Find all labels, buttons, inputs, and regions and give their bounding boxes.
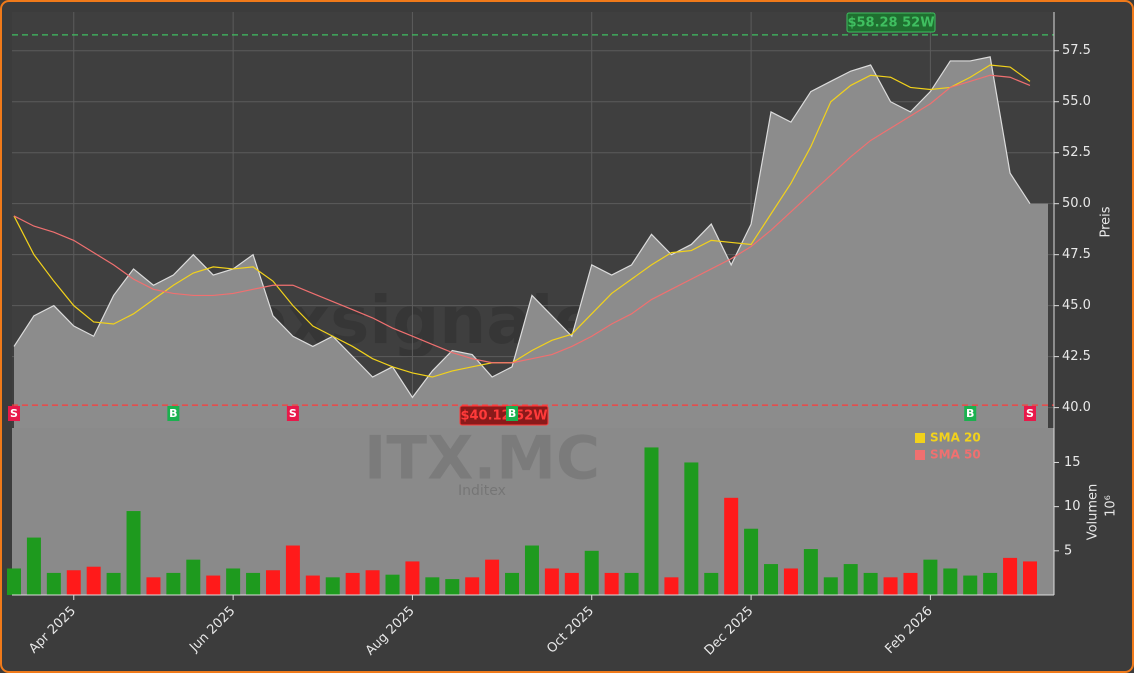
volume-bar <box>604 572 619 595</box>
y-tick-label: 40.0 <box>1062 400 1091 415</box>
high-box <box>846 12 936 33</box>
y-tick-label: 42.5 <box>1062 349 1091 364</box>
volume-bar <box>923 559 938 595</box>
volume-bar <box>126 511 141 595</box>
ticker-watermark: ITX.MC <box>364 424 600 494</box>
high-label: $58.28 52W <box>847 16 934 31</box>
volume-bar <box>226 568 241 595</box>
volume-bar <box>265 570 280 595</box>
y-tick-label: 45.0 <box>1062 298 1091 313</box>
signal-label: S <box>10 407 18 420</box>
volume-bar <box>7 568 21 595</box>
y-tick-label: 52.5 <box>1062 145 1091 160</box>
volume-tick-label: 5 <box>1064 543 1072 558</box>
volume-bar <box>365 570 380 595</box>
volume-bar <box>505 572 520 595</box>
signal-box <box>964 406 977 421</box>
volume-bar <box>485 559 500 595</box>
plot-layer: forexsignale.trade40.042.545.047.550.052… <box>7 12 1091 659</box>
volume-bar <box>465 577 480 595</box>
volume-bar <box>584 550 599 595</box>
legend-swatch <box>915 450 925 460</box>
volume-bar <box>803 549 818 595</box>
volume-bar <box>325 577 340 595</box>
volume-bar <box>46 572 61 595</box>
signal-label: B <box>508 407 516 420</box>
volume-bar <box>943 568 958 595</box>
volume-bar <box>186 559 201 595</box>
signal-label: B <box>169 407 177 420</box>
price-area <box>14 56 1048 429</box>
legend-swatch <box>915 433 925 443</box>
legend-label: SMA 20 <box>930 431 981 445</box>
volume-bar <box>445 579 460 595</box>
sma-line <box>13 74 1031 364</box>
volume-tick-label: 15 <box>1064 455 1081 470</box>
volume-bar <box>764 564 779 595</box>
volume-bar <box>305 575 320 595</box>
volume-bar <box>704 572 719 595</box>
volume-bar <box>1003 557 1018 595</box>
volume-tick-label: 10 <box>1064 499 1081 514</box>
volume-bar <box>724 497 739 595</box>
volume-bar <box>624 572 639 595</box>
price-line <box>13 56 1031 399</box>
low-label: $40.12 52W <box>460 409 547 424</box>
volume-bar <box>524 545 539 595</box>
volume-bar <box>86 566 101 595</box>
signal-box <box>8 406 20 421</box>
volume-bar <box>983 572 998 595</box>
volume-bar <box>405 561 420 595</box>
signal-box <box>167 406 180 421</box>
volume-bar <box>823 577 838 595</box>
signal-label: S <box>1026 407 1034 420</box>
volume-bar <box>26 537 41 595</box>
volume-bar <box>544 568 559 595</box>
volume-bar <box>345 572 360 595</box>
volume-unit: 10⁶ <box>1104 495 1119 517</box>
volume-bar <box>106 572 121 595</box>
signal-box <box>286 406 299 421</box>
volume-bar <box>903 572 918 595</box>
volume-bar <box>206 575 221 595</box>
volume-bar <box>664 577 679 595</box>
volume-bar <box>783 568 798 595</box>
volume-bar <box>425 577 440 595</box>
volume-bar <box>883 577 898 595</box>
volume-bar <box>246 572 261 595</box>
volume-bar <box>146 577 161 595</box>
volume-bar <box>863 572 878 595</box>
signal-box <box>506 406 519 421</box>
y-tick-label: 50.0 <box>1062 196 1091 211</box>
y-tick-label: 55.0 <box>1062 94 1091 109</box>
legend-label: SMA 50 <box>930 448 981 462</box>
volume-bar <box>963 575 978 595</box>
volume-title: Volumen <box>1086 484 1101 541</box>
y-tick-label: 47.5 <box>1062 247 1091 262</box>
volume-bar <box>385 574 400 595</box>
y-title: Preis <box>1099 206 1114 237</box>
volume-bar <box>843 564 858 595</box>
volume-bar <box>166 572 181 595</box>
volume-bar <box>684 462 699 595</box>
volume-bar <box>744 528 759 595</box>
volume-bar <box>564 572 579 595</box>
sma-line <box>13 64 1031 378</box>
low-box <box>459 405 549 426</box>
signal-box <box>1024 406 1036 421</box>
y-tick-label: 57.5 <box>1062 43 1091 58</box>
volume-bar <box>66 570 81 595</box>
volume-bar <box>644 447 659 595</box>
signal-label: S <box>289 407 297 420</box>
company-watermark: Inditex <box>458 483 506 499</box>
signal-label: B <box>966 407 974 420</box>
volume-bar <box>285 545 300 595</box>
volume-bar <box>1023 561 1037 595</box>
